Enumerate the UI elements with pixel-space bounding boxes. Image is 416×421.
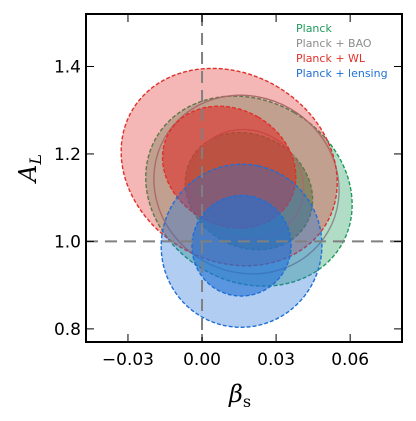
y-axis-label: AL (14, 154, 45, 184)
legend-entry: Planck + WL (296, 52, 366, 65)
x-tick-label: −0.03 (102, 350, 154, 370)
legend-entry: Planck + BAO (296, 37, 372, 50)
legend: Planck Planck + BAO Planck + WL Planck + le… (296, 22, 388, 80)
x-tick-label: 0.03 (257, 350, 295, 370)
x-tick-label: 0.06 (331, 350, 369, 370)
contour-planck-lensing-68 (191, 194, 292, 297)
x-axis-label-sub: s (243, 392, 251, 411)
legend-entry: Planck + lensing (296, 67, 388, 80)
y-axis-label-sub: L (26, 154, 45, 166)
y-axis-label-main: A (14, 165, 42, 184)
reference-lines (86, 14, 402, 342)
y-tick-label: 1.2 (54, 145, 81, 165)
x-axis-label-main: β (228, 380, 243, 408)
y-tick-label: 1.0 (54, 232, 81, 252)
y-tick-label: 0.8 (54, 320, 81, 340)
x-axis-label: βs (228, 380, 251, 411)
axis-ticks: −0.03 0.00 0.03 0.06 0.8 1.0 1.2 1.4 (54, 14, 402, 370)
legend-entry: Planck (296, 22, 332, 35)
y-tick-label: 1.4 (54, 57, 81, 77)
plot-frame (85, 13, 403, 343)
x-tick-label: 0.00 (183, 350, 221, 370)
